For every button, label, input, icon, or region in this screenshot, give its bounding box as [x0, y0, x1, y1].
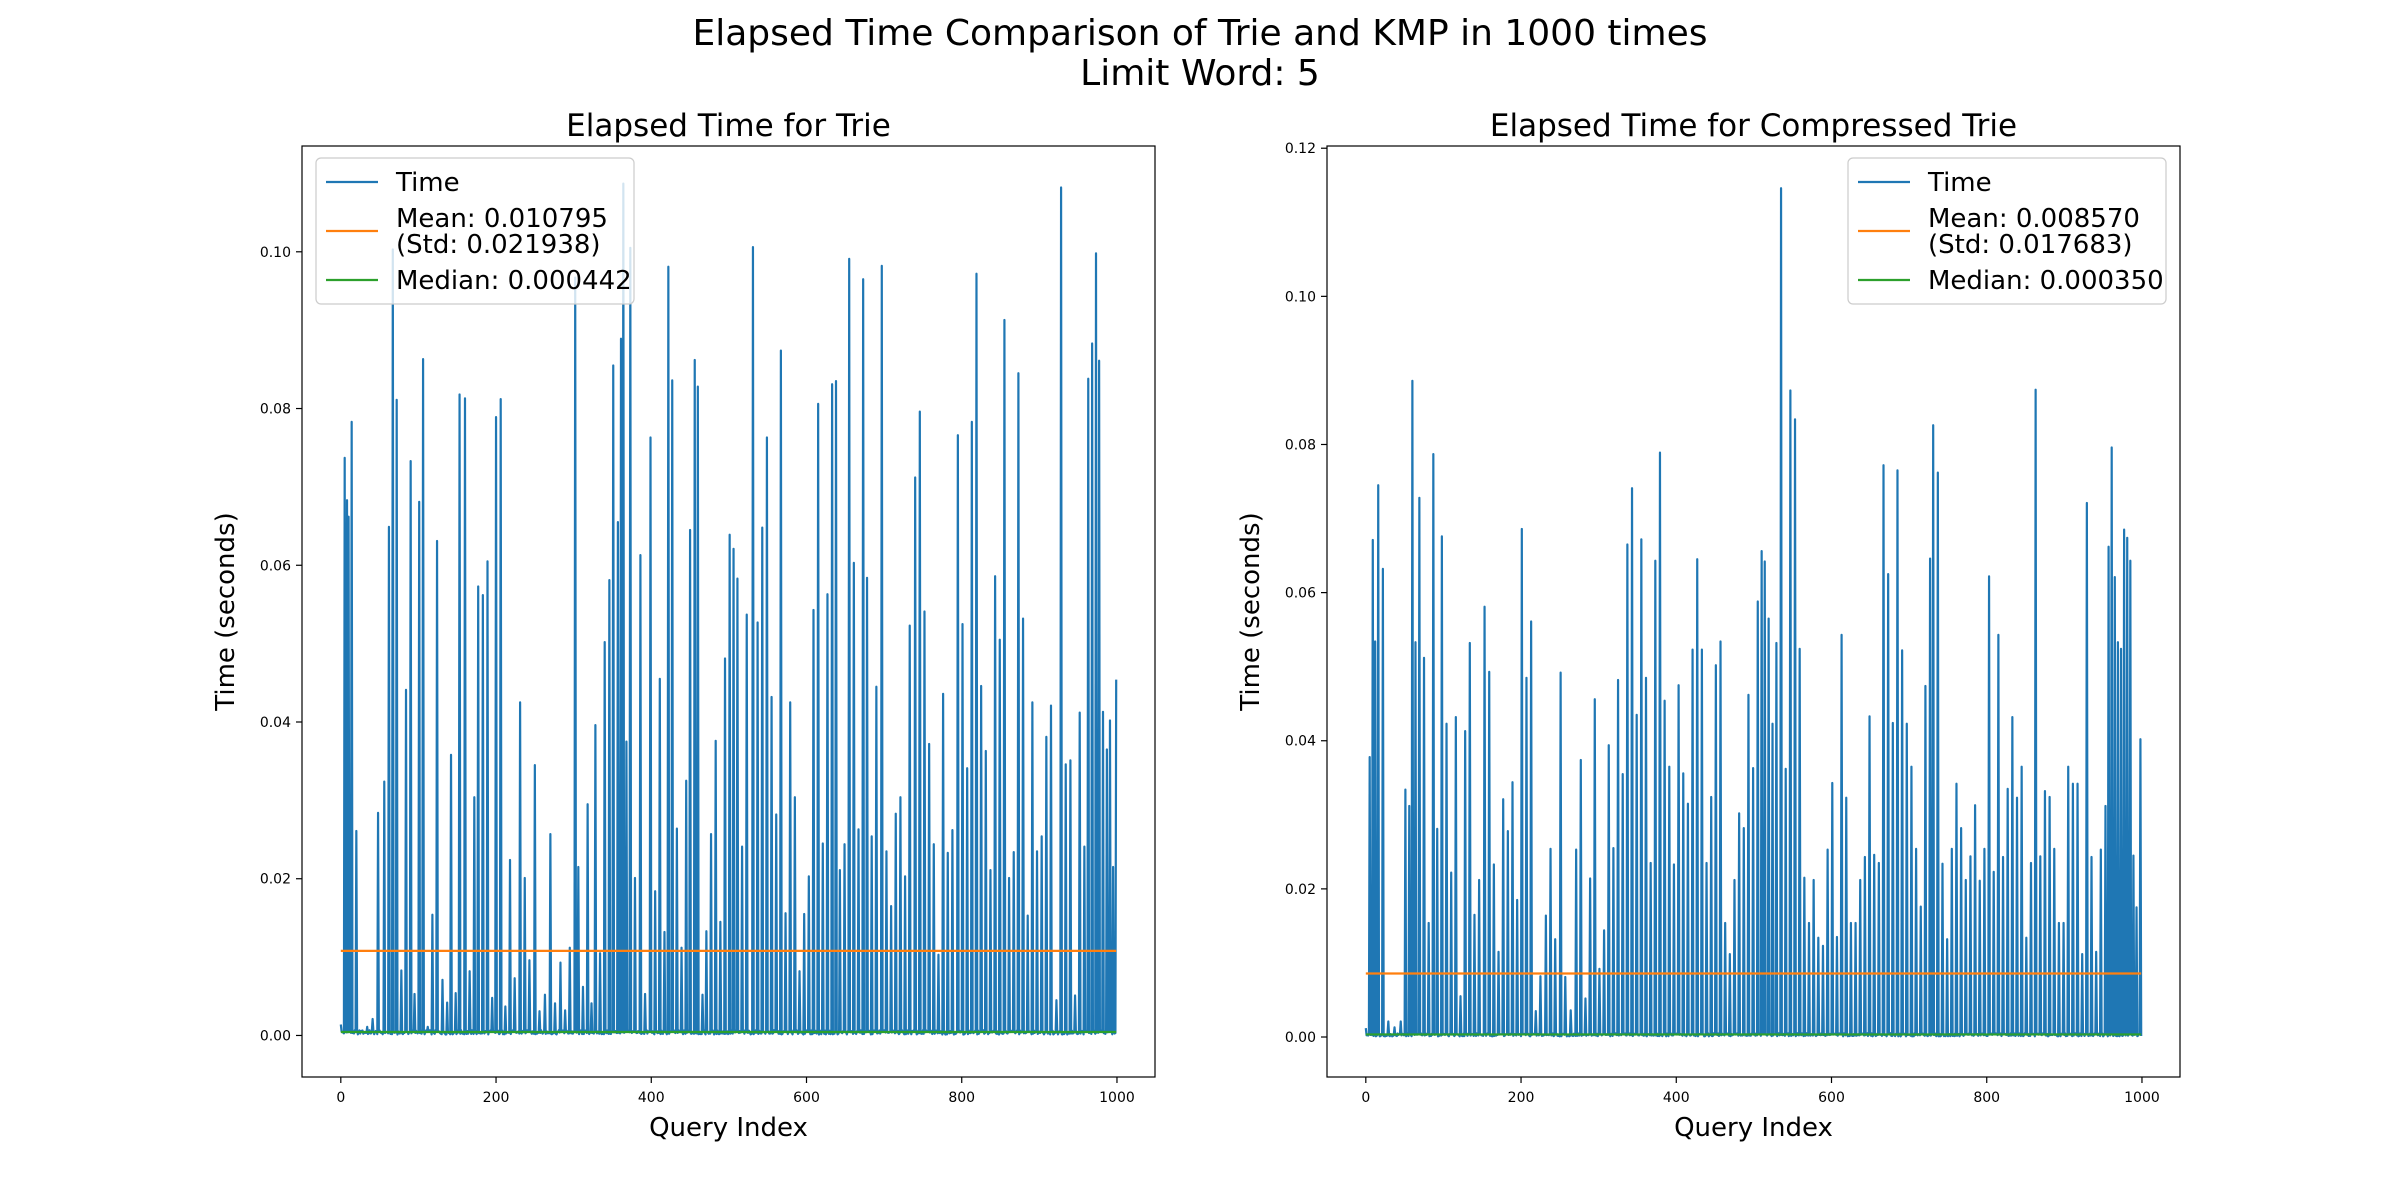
time-series-line — [339, 182, 1118, 1036]
y-tick-label: 0.04 — [1285, 734, 1316, 750]
y-tick-label: 0.00 — [1285, 1030, 1316, 1046]
x-tick-label: 0 — [336, 1090, 345, 1106]
x-tick-label: 800 — [948, 1090, 975, 1106]
legend-label: (Std: 0.021938) — [396, 230, 601, 260]
chart-title: Elapsed Time for Compressed Trie — [1490, 108, 2017, 144]
y-tick-label: 0.10 — [1285, 289, 1316, 305]
legend-label: Time — [1927, 168, 1992, 198]
legend-label: Median: 0.000350 — [1928, 266, 2164, 296]
chart-trie: 0 200 400 600 800 1000 0.00 0.02 0.04 0.06 0.08 0.1… — [211, 108, 1156, 1143]
legend-label: Median: 0.000442 — [396, 266, 632, 296]
x-tick-label: 0 — [1361, 1090, 1370, 1106]
y-tick-label: 0.08 — [260, 402, 291, 418]
figure-title-line2: Limit Word: 5 — [1080, 53, 1320, 94]
chart-title: Elapsed Time for Trie — [566, 108, 891, 144]
legend-item-median: Median: 0.000442 — [326, 266, 632, 296]
x-tick-label: 200 — [1508, 1090, 1535, 1106]
x-tick-label: 400 — [1663, 1090, 1690, 1106]
figure-title: Elapsed Time Comparison of Trie and KMP … — [0, 14, 2400, 94]
y-tick-label: 0.00 — [260, 1028, 291, 1044]
axes-frame — [301, 145, 1156, 1078]
x-tick-label: 400 — [638, 1090, 665, 1106]
legend-item-time: Time — [1858, 168, 1992, 198]
legend-label: Mean: 0.010795 — [396, 204, 608, 234]
legend-label: (Std: 0.017683) — [1928, 230, 2133, 260]
y-tick-label: 0.02 — [1285, 882, 1316, 898]
y-tick-label: 0.08 — [1285, 437, 1316, 453]
chart-compressed-trie: 0 200 400 600 800 1000 0.00 0.02 0.04 0.06 0.08 0.1… — [1236, 108, 2181, 1143]
figure-title-line1: Elapsed Time Comparison of Trie and KMP … — [692, 13, 1708, 54]
y-tick-label: 0.06 — [1285, 586, 1316, 602]
legend: Time Mean: 0.010795(Std: 0.021938) Median:… — [315, 157, 635, 305]
legend-item-mean: Mean: 0.010795(Std: 0.021938) — [326, 204, 608, 260]
legend-box — [315, 157, 635, 305]
legend: Time Mean: 0.008570(Std: 0.017683) Median:… — [1847, 157, 2167, 305]
y-tick-label: 0.12 — [1285, 141, 1316, 157]
x-axis-label: Query Index — [1674, 1113, 1833, 1143]
y-tick-label: 0.02 — [260, 872, 291, 888]
x-tick-label: 600 — [793, 1090, 820, 1106]
y-axis-label: Time (seconds) — [1236, 512, 1266, 711]
legend-label: Time — [395, 168, 460, 198]
x-tick-label: 600 — [1818, 1090, 1845, 1106]
legend-item-median: Median: 0.000350 — [1858, 266, 2164, 296]
y-tick-label: 0.06 — [260, 558, 291, 574]
x-axis-label: Query Index — [649, 1113, 808, 1143]
legend-item-mean: Mean: 0.008570(Std: 0.017683) — [1858, 204, 2140, 260]
x-tick-label: 1000 — [1099, 1090, 1135, 1106]
x-tick-label: 200 — [483, 1090, 510, 1106]
time-series-line — [1364, 187, 2143, 1038]
x-tick-label: 800 — [1973, 1090, 2000, 1106]
y-tick-label: 0.10 — [260, 245, 291, 261]
x-tick-label: 1000 — [2124, 1090, 2160, 1106]
axes-frame — [1326, 145, 2181, 1078]
y-tick-label: 0.04 — [260, 715, 291, 731]
y-axis-label: Time (seconds) — [211, 512, 241, 711]
legend-item-time: Time — [326, 168, 460, 198]
legend-box — [1847, 157, 2167, 305]
legend-label: Mean: 0.008570 — [1928, 204, 2140, 234]
